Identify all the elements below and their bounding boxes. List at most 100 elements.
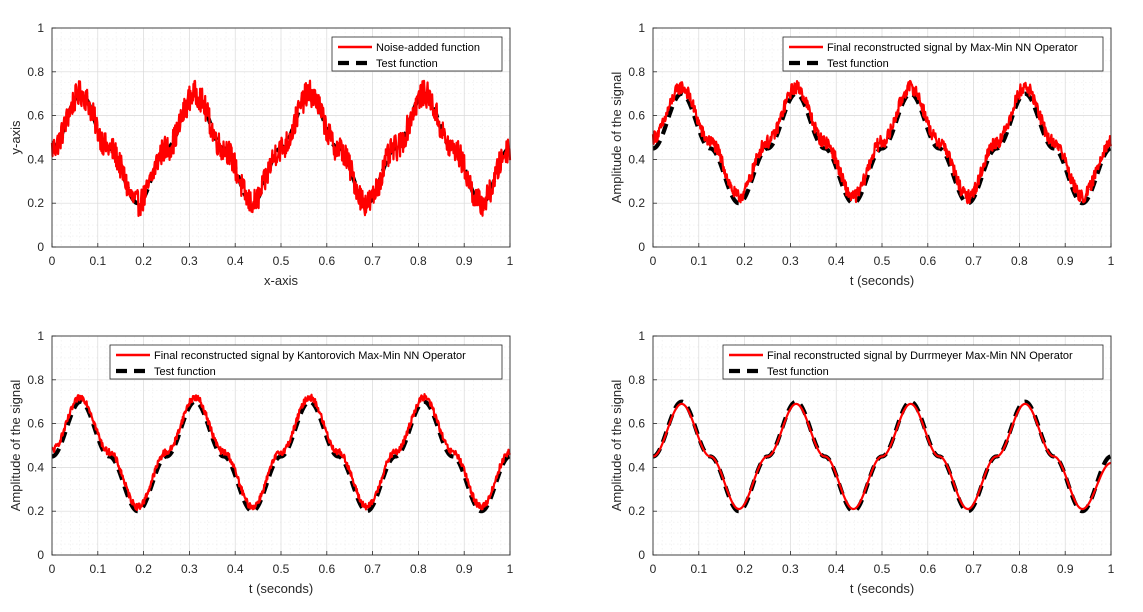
x-tick-label: 0.6 [318, 254, 335, 268]
legend-entry-label: Test function [376, 58, 438, 70]
x-tick-label: 0 [49, 562, 56, 576]
legend: Noise-added function Test function [331, 36, 503, 72]
y-tick-label: 0.4 [27, 152, 44, 166]
y-tick-label: 0.6 [628, 417, 645, 431]
y-tick-label: 0.8 [27, 373, 44, 387]
x-tick-label: 0 [650, 562, 657, 576]
x-tick-label: 0.7 [965, 254, 982, 268]
legend-box [722, 344, 1104, 380]
x-axis-label: x-axis [264, 273, 298, 288]
x-tick-label: 0.7 [364, 254, 381, 268]
y-tick-label: 1 [638, 329, 645, 343]
y-tick-label: 0.4 [628, 152, 645, 166]
x-tick-label: 0.5 [874, 254, 891, 268]
series-line-test-function [651, 91, 1113, 206]
x-tick-label: 0.2 [135, 254, 152, 268]
y-tick-label: 1 [37, 21, 44, 35]
legend-box [331, 36, 503, 72]
x-axis-label: t (seconds) [850, 581, 914, 596]
x-tick-label: 0.6 [919, 562, 936, 576]
legend-box [782, 36, 1104, 72]
y-tick-label: 0 [37, 240, 44, 254]
legend-entry-label: Test function [767, 366, 829, 378]
x-tick-label: 0.8 [1011, 254, 1028, 268]
x-tick-label: 0.4 [227, 562, 244, 576]
x-tick-label: 0.2 [736, 562, 753, 576]
series-line-signal [652, 402, 1112, 511]
y-tick-label: 0.8 [27, 65, 44, 79]
legend: Final reconstructed signal by Durrmeyer … [722, 344, 1104, 380]
y-tick-label: 0.6 [27, 109, 44, 123]
plot-panel-4: 0 0.1 0.2 0.3 0.4 0.5 0.6 0.7 0.8 0.9 1 0 0.2 0.4 0.6 0… [609, 329, 1115, 596]
y-tick-label: 0 [638, 548, 645, 562]
plot-panel-3: 0 0.1 0.2 0.3 0.4 0.5 0.6 0.7 0.8 0.9 1 0 0.2 0.4 0.6 0… [8, 329, 514, 596]
x-tick-label: 0.1 [89, 562, 106, 576]
x-tick-label: 1 [1108, 254, 1115, 268]
x-tick-label: 1 [507, 562, 514, 576]
x-axis-label: t (seconds) [850, 273, 914, 288]
y-axis-label: Amplitude of the signal [8, 380, 23, 512]
x-tick-label: 0.2 [135, 562, 152, 576]
legend-entry-label: Test function [154, 366, 216, 378]
x-tick-label: 0.9 [456, 254, 473, 268]
y-tick-label: 0 [638, 240, 645, 254]
x-tick-label: 0.7 [364, 562, 381, 576]
y-tick-label: 0.4 [27, 460, 44, 474]
x-tick-label: 0.1 [89, 254, 106, 268]
x-tick-label: 0 [650, 254, 657, 268]
y-tick-label: 0.2 [628, 196, 645, 210]
x-tick-label: 0.6 [318, 562, 335, 576]
y-tick-label: 0.8 [628, 65, 645, 79]
x-tick-label: 0.5 [273, 254, 290, 268]
y-tick-label: 0.6 [628, 109, 645, 123]
x-tick-label: 0.3 [181, 562, 198, 576]
y-axis-label: Amplitude of the signal [609, 380, 624, 512]
series-line-test-function [50, 399, 512, 514]
x-tick-label: 0.1 [690, 254, 707, 268]
legend-entry-label: Final reconstructed signal by Kantorovic… [154, 350, 466, 362]
y-tick-label: 1 [638, 21, 645, 35]
x-tick-label: 0.4 [227, 254, 244, 268]
y-tick-label: 0.2 [628, 504, 645, 518]
x-tick-label: 0.5 [874, 562, 891, 576]
y-tick-label: 0 [37, 548, 44, 562]
x-tick-label: 0.3 [782, 254, 799, 268]
y-tick-label: 0.2 [27, 504, 44, 518]
y-tick-label: 0.8 [628, 373, 645, 387]
x-tick-label: 0.3 [782, 562, 799, 576]
y-tick-label: 0.6 [27, 417, 44, 431]
x-axis-label: t (seconds) [249, 581, 313, 596]
x-tick-label: 0.8 [410, 562, 427, 576]
series-line-signal [50, 79, 512, 218]
series-line-signal [51, 393, 511, 512]
x-tick-label: 0.4 [828, 562, 845, 576]
plot-panel-1: 0 0.1 0.2 0.3 0.4 0.5 0.6 0.7 0.8 0.9 1 0 0.2 0.4 0.6 0… [8, 21, 514, 288]
x-tick-label: 0.8 [1011, 562, 1028, 576]
x-tick-label: 0.9 [456, 562, 473, 576]
x-tick-label: 0.9 [1057, 562, 1074, 576]
x-tick-label: 0.7 [965, 562, 982, 576]
x-tick-label: 0.8 [410, 254, 427, 268]
x-tick-label: 0.6 [919, 254, 936, 268]
legend-entry-label: Final reconstructed signal by Max-Min NN… [827, 42, 1078, 54]
plot-panel-2: 0 0.1 0.2 0.3 0.4 0.5 0.6 0.7 0.8 0.9 1 0 0.2 0.4 0.6 0… [609, 21, 1115, 288]
x-tick-label: 1 [1108, 562, 1115, 576]
legend: Final reconstructed signal by Kantorovic… [109, 344, 503, 380]
legend-entry-label: Final reconstructed signal by Durrmeyer … [767, 350, 1073, 362]
x-tick-label: 0.2 [736, 254, 753, 268]
legend-box [109, 344, 503, 380]
y-tick-label: 1 [37, 329, 44, 343]
legend-entry-label: Noise-added function [376, 42, 480, 54]
x-tick-label: 0 [49, 254, 56, 268]
legend-entry-label: Test function [827, 58, 889, 70]
x-tick-label: 1 [507, 254, 514, 268]
x-tick-label: 0.4 [828, 254, 845, 268]
y-axis-label: Amplitude of the signal [609, 72, 624, 204]
y-tick-label: 0.4 [628, 460, 645, 474]
y-axis-label: y-axis [8, 120, 23, 154]
x-tick-label: 0.9 [1057, 254, 1074, 268]
x-tick-label: 0.1 [690, 562, 707, 576]
legend: Final reconstructed signal by Max-Min NN… [782, 36, 1104, 72]
y-tick-label: 0.2 [27, 196, 44, 210]
